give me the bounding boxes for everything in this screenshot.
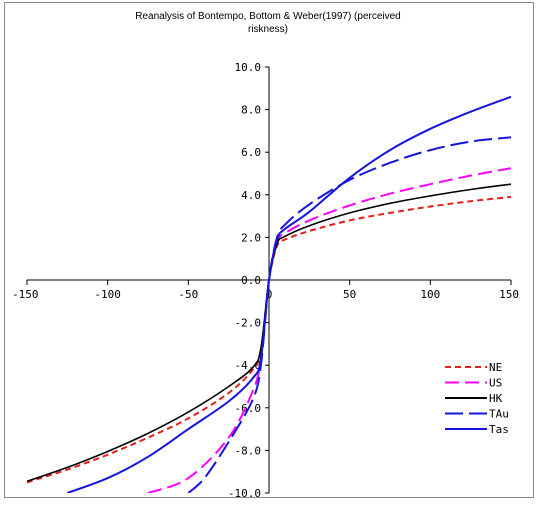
- legend-label-tas: Tas: [489, 423, 509, 436]
- x-tick-label: -100: [94, 288, 121, 301]
- legend-label-tau: TAu: [489, 408, 509, 421]
- y-tick-label: 0.0: [241, 274, 261, 287]
- series-line-ne: [27, 195, 511, 484]
- x-tick-label: 0: [266, 288, 273, 301]
- y-tick-label: 8.0: [241, 104, 261, 117]
- x-tick-label: -150: [12, 288, 39, 301]
- chart-title-line-2: riskness): [248, 24, 288, 35]
- legend: NE US HK TAu Tas: [445, 361, 509, 436]
- y-tick-label: 6.0: [241, 146, 261, 159]
- series-line-tas: [66, 95, 511, 493]
- y-tick-label: -4.0: [235, 359, 262, 372]
- chart-title-line-1: Reanalysis of Bontempo, Bottom & Weber(1…: [135, 11, 401, 22]
- y-tick-label: 10.0: [235, 61, 262, 74]
- y-tick-label: -2.0: [235, 317, 262, 330]
- axes: -150 -100 -50 0 50 100 150-10.0-8.0-6.0-4.0-2.…: [12, 61, 519, 500]
- y-tick-label: 2.0: [241, 231, 261, 244]
- legend-label-us: US: [489, 377, 502, 390]
- x-tick-label: 100: [420, 288, 440, 301]
- x-tick-label: -50: [178, 288, 198, 301]
- y-tick-label: 4.0: [241, 189, 261, 202]
- y-tick-label: -10.0: [228, 487, 261, 500]
- y-tick-label: -8.0: [235, 444, 262, 457]
- series-layer: [27, 95, 511, 493]
- x-tick-label: 50: [343, 288, 356, 301]
- legend-label-hk: HK: [489, 392, 503, 405]
- series-line-us: [147, 167, 511, 493]
- legend-label-ne: NE: [489, 361, 502, 374]
- x-tick-label: 150: [499, 288, 519, 301]
